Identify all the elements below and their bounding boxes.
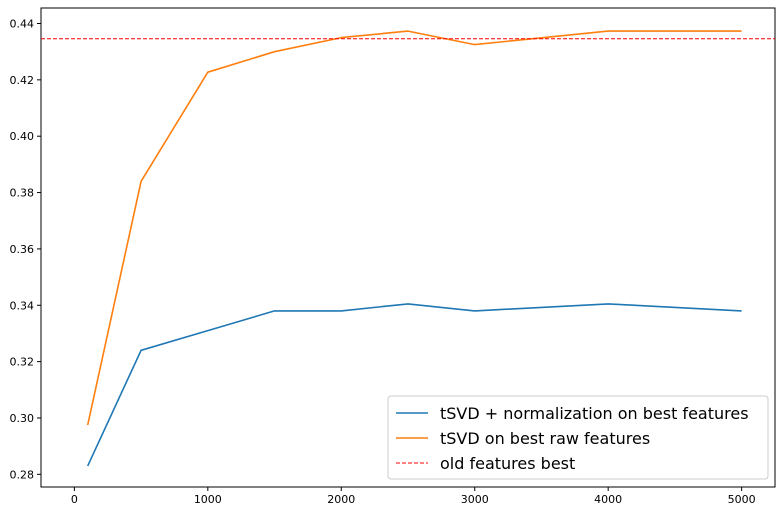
x-tick-label: 2000 — [327, 493, 355, 506]
x-tick-label: 1000 — [194, 493, 222, 506]
series-line-tsvd-normalization-on-best-features — [86, 303, 742, 467]
y-tick-label: 0.38 — [10, 187, 35, 200]
legend-box — [387, 395, 769, 480]
legend-label-old-features-best: old features best — [440, 454, 575, 473]
y-tick-label: 0.28 — [10, 468, 35, 481]
legend-label-tsvd-normalization-on-best-features: tSVD + normalization on best features — [440, 404, 749, 423]
x-tick-label: 5000 — [728, 493, 756, 506]
series-line-tsvd-on-best-raw-features — [86, 30, 742, 426]
y-tick-label: 0.40 — [10, 130, 35, 143]
x-tick-label: 4000 — [594, 493, 622, 506]
y-tick-label: 0.36 — [10, 243, 35, 256]
y-tick-label: 0.30 — [10, 412, 35, 425]
y-tick-label: 0.34 — [10, 299, 35, 312]
x-axis: 0 1000 2000 3000 4000 5000 — [71, 487, 756, 506]
legend: tSVD + normalization on best features tSV… — [387, 395, 769, 480]
y-tick-label: 0.44 — [10, 17, 35, 30]
y-axis: 0.28 0.30 0.32 0.34 0.36 0.38 0.40 0.42 0.44 — [10, 17, 41, 481]
series-layer — [41, 30, 775, 467]
y-tick-label: 0.42 — [10, 74, 35, 87]
x-tick-label: 3000 — [461, 493, 489, 506]
y-tick-label: 0.32 — [10, 356, 35, 369]
legend-label-tsvd-on-best-raw-features: tSVD on best raw features — [440, 429, 650, 448]
x-tick-label: 0 — [71, 493, 78, 506]
